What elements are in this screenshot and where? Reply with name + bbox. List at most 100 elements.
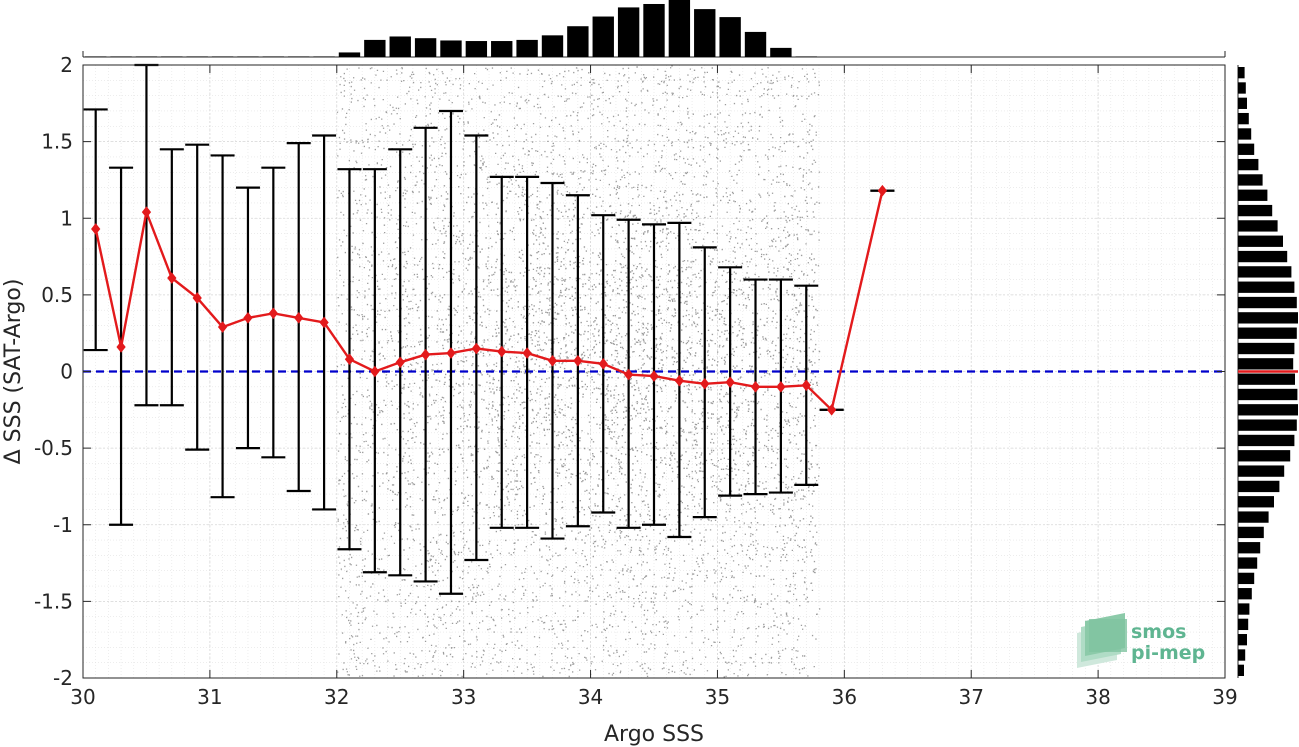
right-histogram-bar <box>1238 634 1247 646</box>
mean-point <box>167 272 177 284</box>
right-histogram-bar <box>1238 250 1288 263</box>
top-histogram-bar <box>643 3 665 57</box>
mean-point <box>268 307 278 320</box>
x-tick-label: 34 <box>578 685 603 709</box>
right-histogram-bar <box>1238 572 1255 585</box>
right-histogram-bar <box>1238 542 1261 554</box>
mean-point <box>395 356 405 369</box>
top-histogram-bar <box>85 56 107 57</box>
mean-point <box>420 348 431 361</box>
top-histogram-bar <box>237 56 259 57</box>
top-histogram-bar <box>617 7 640 57</box>
binned-mean-series <box>91 184 888 416</box>
right-histogram-bar <box>1238 419 1297 431</box>
top-histogram-bar <box>338 52 361 57</box>
mean-point <box>725 376 735 389</box>
right-histogram-bar <box>1238 281 1295 293</box>
mean-point <box>446 347 456 359</box>
right-histogram-bar <box>1238 480 1280 493</box>
top-histogram-bar <box>364 39 386 57</box>
mean-point <box>294 312 304 324</box>
y-tick-label: -1 <box>53 513 73 537</box>
right-histogram-bar <box>1238 174 1263 186</box>
right-histogram-bar <box>1238 388 1298 401</box>
right-histogram-bar <box>1238 649 1246 661</box>
mean-point <box>598 358 608 370</box>
right-histogram-bar <box>1238 526 1264 539</box>
top-histogram-bar <box>135 56 158 57</box>
y-tick-label: 1.5 <box>41 130 73 154</box>
mean-point <box>776 381 786 393</box>
mean-point <box>522 347 532 359</box>
mean-point <box>141 206 152 218</box>
top-histogram-bar <box>161 56 183 57</box>
mean-point <box>700 377 710 390</box>
right-histogram-bar <box>1238 220 1278 232</box>
y-tick-label: 0.5 <box>41 283 73 307</box>
right-histogram-bar <box>1238 588 1252 600</box>
right-histogram-bar <box>1238 296 1297 309</box>
logo-text-smos: smos <box>1131 621 1186 643</box>
right-histogram-bar <box>1238 511 1269 523</box>
y-tick-label: -0.5 <box>34 436 73 460</box>
right-histogram-bar <box>1238 67 1245 79</box>
logo-text-pimep: pi-mep <box>1131 642 1205 664</box>
mean-point <box>547 354 558 367</box>
top-histogram-bar <box>491 41 513 57</box>
x-tick-label: 36 <box>832 685 857 709</box>
y-axis-label: Δ SSS (SAT-Argo) <box>1 279 26 465</box>
top-histogram-bar <box>389 36 411 57</box>
mean-point <box>217 321 228 333</box>
top-histogram-bar <box>795 56 817 57</box>
y-tick-label: -1.5 <box>34 589 73 613</box>
logo-icon <box>1077 613 1127 668</box>
top-histogram-bar <box>541 35 564 57</box>
y-tick-label: -2 <box>53 666 73 690</box>
right-histogram-bar <box>1238 342 1295 355</box>
right-histogram-bar <box>1238 465 1285 477</box>
right-histogram-bar <box>1238 358 1294 370</box>
right-histogram <box>1237 65 1298 678</box>
right-histogram-bar <box>1238 557 1258 569</box>
right-histogram-bar <box>1238 189 1268 201</box>
mean-point <box>471 342 481 355</box>
right-histogram-bar <box>1238 112 1249 125</box>
mean-point <box>91 223 101 235</box>
x-tick-label: 30 <box>70 685 95 709</box>
mean-point <box>801 379 811 392</box>
right-histogram-bar <box>1238 603 1250 615</box>
y-tick-label: 2 <box>60 53 73 77</box>
top-histogram-bar <box>262 56 285 57</box>
y-tick-label: 1 <box>60 206 73 230</box>
mean-point <box>344 353 355 366</box>
top-histogram-bar <box>770 47 792 57</box>
right-histogram-bar <box>1238 204 1273 217</box>
mean-point <box>827 404 837 416</box>
mean-point <box>116 341 126 353</box>
right-histogram-bar <box>1238 618 1249 631</box>
right-histogram-bar <box>1238 82 1246 94</box>
top-histogram-bar <box>592 16 614 58</box>
x-tick-label: 37 <box>958 685 983 709</box>
top-histogram-bar <box>694 9 716 58</box>
top-histogram-bar <box>440 40 462 57</box>
right-histogram-bar <box>1238 235 1283 247</box>
top-histogram-bar <box>668 0 691 57</box>
right-histogram-bar <box>1238 327 1297 339</box>
top-histogram-bar <box>744 31 767 57</box>
y-tick-label: 0 <box>60 360 73 384</box>
smos-pi-mep-logo: smos pi-mep <box>1077 613 1205 668</box>
right-histogram-bar <box>1238 143 1255 155</box>
x-tick-label: 35 <box>705 685 730 709</box>
right-histogram-bar <box>1238 664 1244 676</box>
x-tick-label: 38 <box>1085 685 1110 709</box>
top-histogram <box>82 0 1226 58</box>
x-tick-label: 31 <box>197 685 222 709</box>
right-histogram-bar <box>1238 266 1292 278</box>
top-histogram-bar <box>288 56 310 57</box>
mean-point <box>319 316 329 329</box>
right-histogram-bar <box>1238 373 1295 385</box>
top-histogram-bar <box>719 17 741 58</box>
right-histogram-bar <box>1238 434 1295 447</box>
